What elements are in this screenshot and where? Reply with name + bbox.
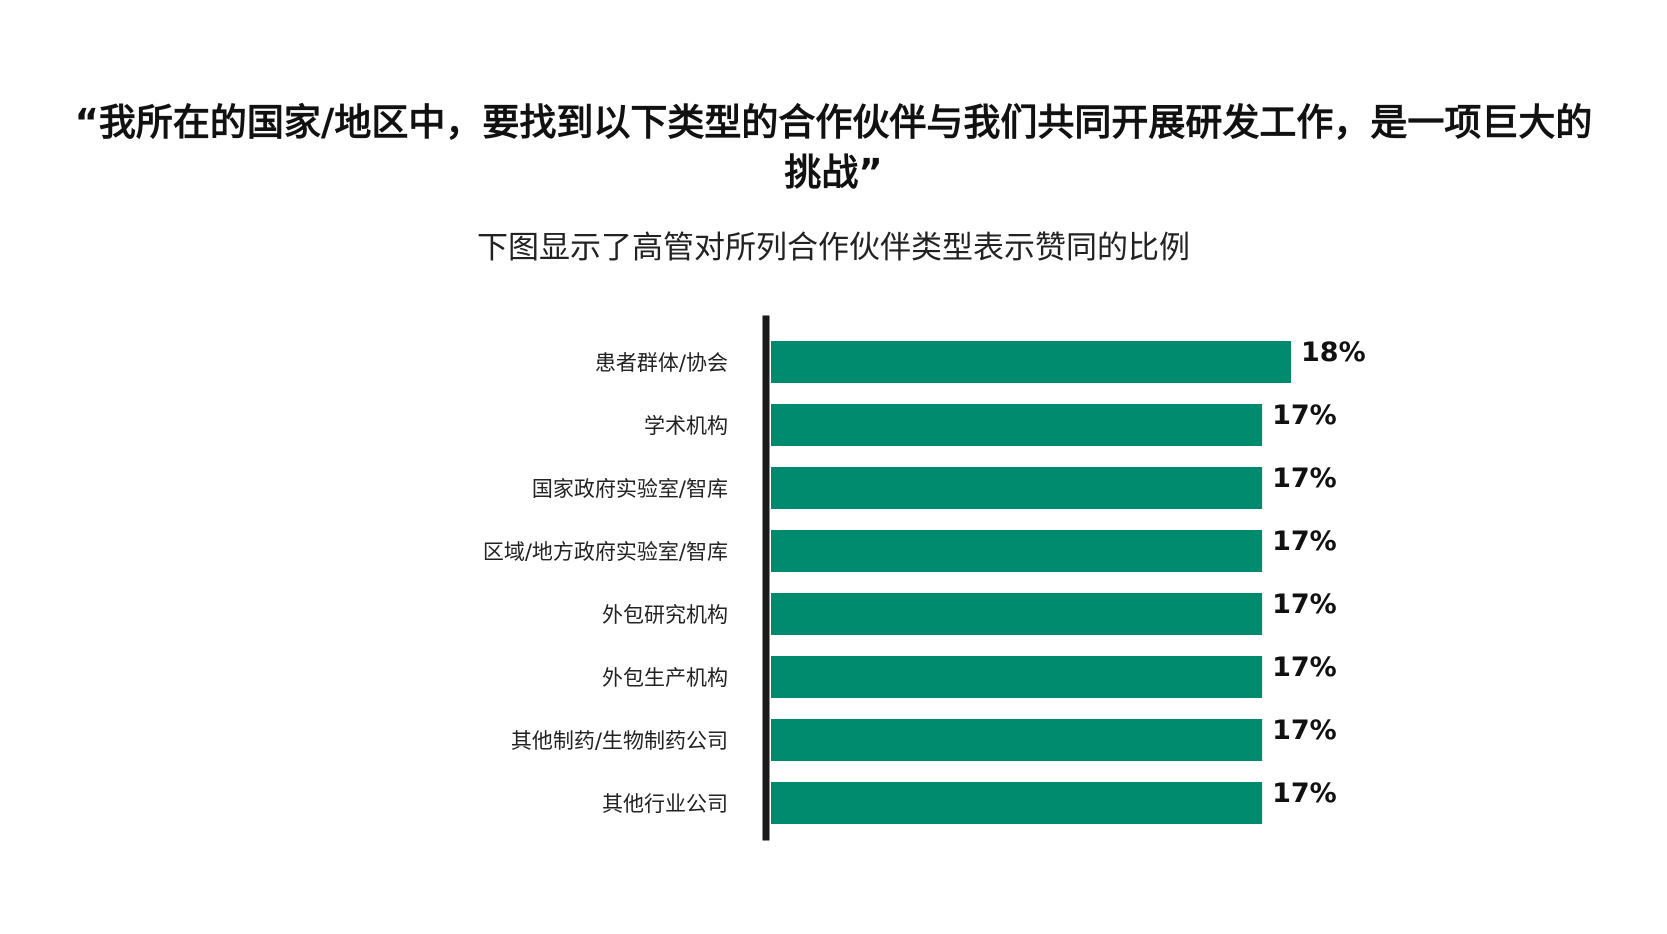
category-label: 患者群体/协会 [595, 351, 728, 375]
bar [771, 341, 1291, 383]
category-label: 外包生产机构 [602, 666, 728, 690]
bar [771, 530, 1263, 572]
value-label: 17% [1272, 463, 1337, 494]
value-label: 17% [1272, 526, 1337, 557]
bar [771, 656, 1263, 698]
category-label: 外包研究机构 [602, 603, 728, 627]
value-label: 17% [1272, 778, 1337, 809]
value-label: 17% [1272, 652, 1337, 683]
bar [771, 782, 1263, 824]
chart-subtitle: 下图显示了高管对所列合作伙伴类型表示赞同的比例 [477, 230, 1190, 266]
value-label: 17% [1272, 589, 1337, 620]
bar [771, 467, 1263, 509]
category-label: 国家政府实验室/智库 [532, 477, 728, 501]
bar [771, 719, 1263, 761]
category-label: 其他制药/生物制药公司 [511, 729, 728, 753]
value-label: 18% [1301, 337, 1366, 368]
value-label: 17% [1272, 715, 1337, 746]
category-label: 区域/地方政府实验室/智库 [483, 540, 728, 564]
bar [771, 593, 1263, 635]
chart-title: “我所在的国家/地区中，要找到以下类型的合作伙伴与我们共同开展研发工作，是一项巨… [74, 101, 1593, 194]
value-label: 17% [1272, 400, 1337, 431]
category-label: 其他行业公司 [602, 792, 728, 816]
category-label: 学术机构 [644, 414, 728, 438]
bar [771, 404, 1263, 446]
